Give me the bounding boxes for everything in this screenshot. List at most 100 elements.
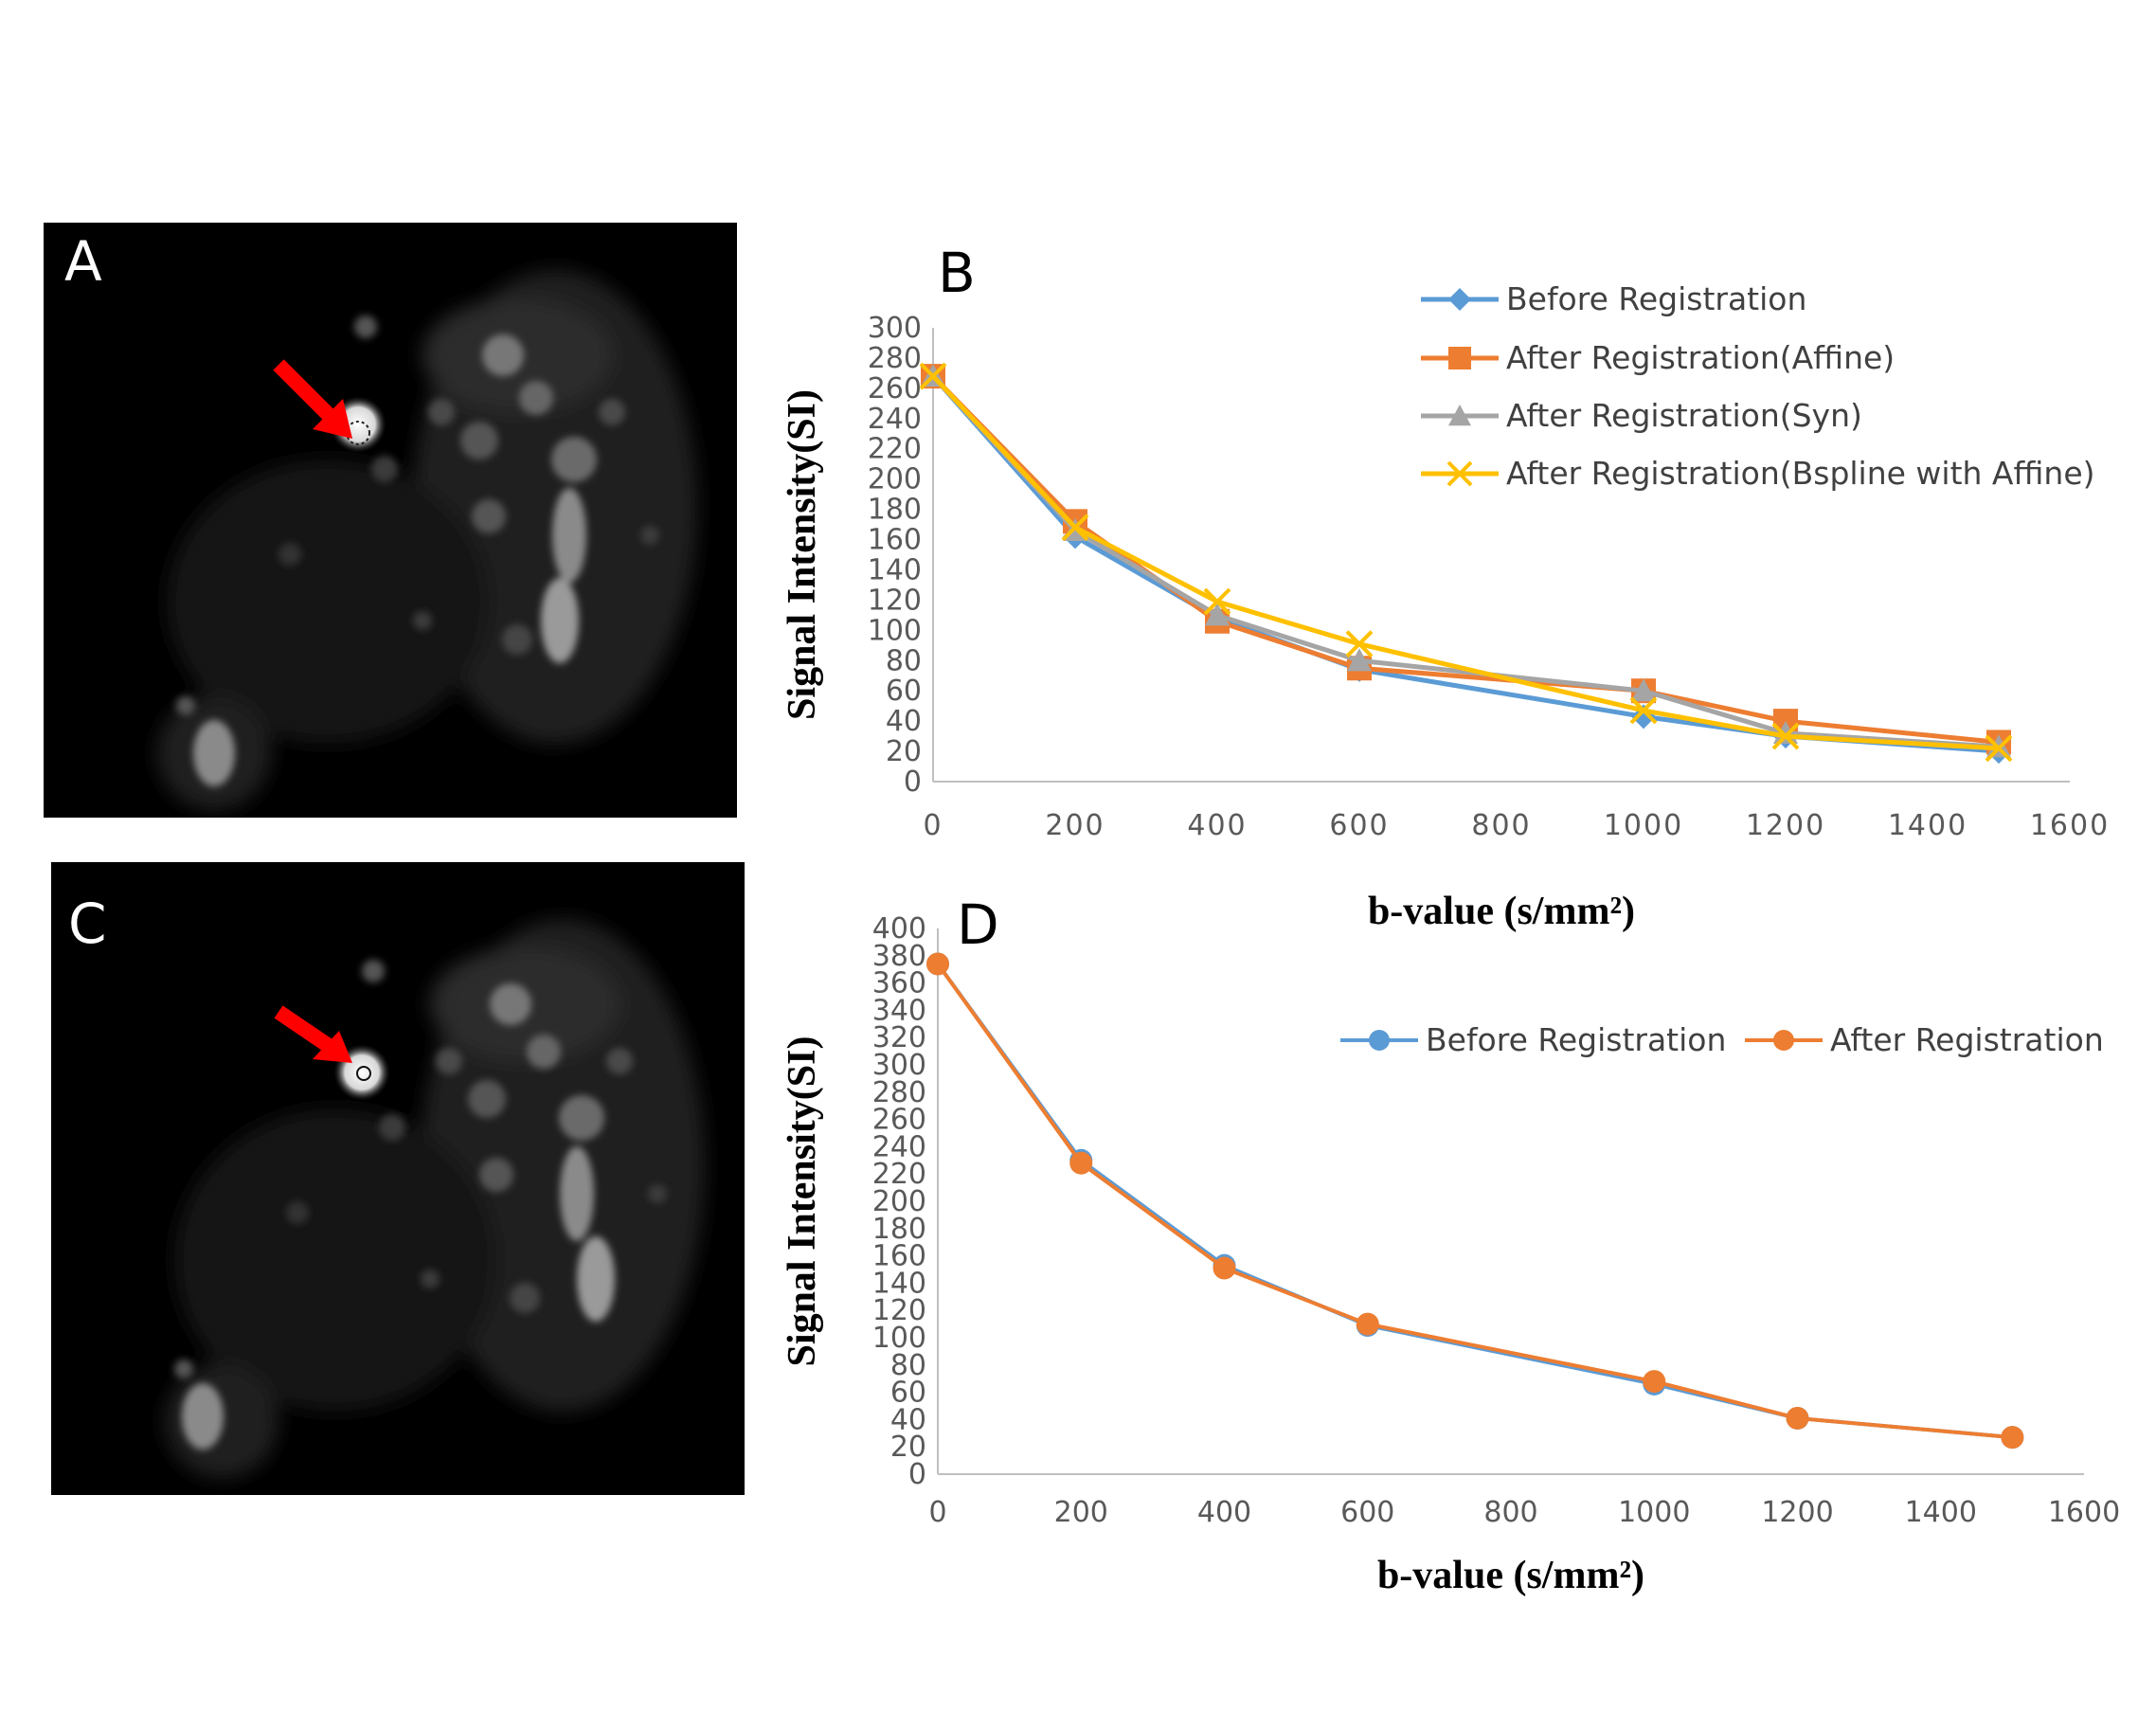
y-tick-label: 120 (872, 1294, 926, 1327)
data-point-s3 (921, 364, 945, 387)
roi-circle-c (356, 1066, 371, 1081)
x-tick-label: 1000 (1618, 1496, 1690, 1529)
data-point-s2 (926, 952, 949, 976)
mri-anatomy-c (165, 919, 705, 1478)
y-tick-label: 400 (872, 912, 926, 946)
data-point-s1 (1356, 1314, 1379, 1338)
data-point-s1 (1213, 1253, 1236, 1277)
legend-label: Before Registration (1506, 280, 1806, 317)
data-point-s3 (1773, 720, 1798, 744)
data-point-s1 (1347, 657, 1372, 682)
data-point-s4 (1985, 734, 2013, 763)
panel-label-b: B (938, 241, 976, 305)
y-tick-label: 240 (868, 403, 922, 436)
y-tick-label: 120 (868, 584, 922, 617)
panel-label-c: C (68, 892, 107, 956)
x-tick-label: 1000 (1604, 809, 1683, 842)
data-point-s4 (1203, 587, 1231, 616)
x-tick-label: 400 (1197, 1496, 1251, 1529)
legend-marker (1446, 460, 1473, 487)
x-tick-label: 1200 (1746, 809, 1825, 842)
mri-anatomy-a (157, 270, 697, 810)
red-arrow-c (274, 1005, 352, 1063)
panel-label-a: A (64, 229, 102, 294)
y-tick-label: 280 (872, 1076, 926, 1109)
data-point-s1 (1205, 605, 1230, 631)
legend-label: After Registration(Affine) (1506, 339, 1895, 376)
legend-marker (1369, 1030, 1390, 1051)
x-tick-label: 800 (1471, 809, 1531, 842)
y-tick-label: 260 (872, 1104, 926, 1137)
data-point-s2 (1063, 509, 1087, 534)
y-tick-label: 40 (886, 705, 922, 738)
y-tick-label: 0 (908, 1458, 926, 1491)
data-point-s3 (1631, 678, 1656, 702)
data-point-s2 (1356, 1312, 1379, 1336)
y-tick-label: 200 (868, 463, 922, 496)
y-tick-label: 60 (890, 1377, 926, 1410)
y-tick-label: 160 (872, 1240, 926, 1273)
y-tick-label: 260 (868, 372, 922, 405)
data-point-s2 (1643, 1370, 1666, 1394)
x-tick-label: 1600 (2048, 1496, 2120, 1529)
data-point-s3 (1986, 734, 2011, 758)
data-point-s2 (1205, 608, 1230, 634)
mri-image-a: A (44, 223, 737, 818)
data-point-s1 (1643, 1372, 1666, 1396)
y-tick-label: 80 (890, 1349, 926, 1382)
data-point-s1 (921, 364, 945, 389)
data-point-s3 (1063, 517, 1087, 542)
data-point-s3 (1205, 603, 1230, 626)
y-tick-label: 220 (872, 1158, 926, 1191)
data-point-s2 (2001, 1426, 2024, 1450)
series-line-1 (931, 374, 2000, 754)
y-tick-label: 80 (886, 644, 922, 677)
y-axis-title: Signal Intensity(SI) (781, 1036, 824, 1367)
y-tick-label: 180 (872, 1213, 926, 1246)
x-tick-label: 200 (1054, 1496, 1108, 1529)
data-point-s1 (1631, 704, 1656, 729)
y-tick-label: 20 (886, 735, 922, 768)
y-tick-label: 180 (868, 494, 922, 527)
y-tick-label: 360 (872, 967, 926, 1000)
y-tick-label: 160 (868, 524, 922, 557)
y-tick-label: 60 (886, 675, 922, 708)
y-tick-label: 0 (904, 765, 922, 799)
x-tick-label: 0 (928, 1496, 946, 1529)
x-tick-label: 0 (923, 809, 943, 842)
x-tick-label: 400 (1187, 809, 1247, 842)
x-axis-title: b-value (s/mm²) (1377, 1554, 1644, 1597)
data-point-s4 (919, 362, 947, 390)
y-tick-label: 140 (868, 553, 922, 586)
x-tick-label: 200 (1045, 809, 1105, 842)
legend-label: Before Registration (1426, 1021, 1726, 1058)
data-point-s1 (1063, 524, 1087, 549)
data-point-s2 (921, 364, 945, 389)
legend-marker (1773, 1030, 1794, 1051)
data-point-s2 (1069, 1151, 1093, 1175)
legend-marker (1448, 405, 1471, 426)
x-tick-label: 800 (1483, 1496, 1537, 1529)
data-point-s2 (1773, 709, 1798, 734)
data-point-s4 (1629, 696, 1658, 725)
data-point-s2 (1347, 656, 1372, 681)
legend-label: After Registration (1830, 1021, 2104, 1058)
series-line-1 (936, 963, 2013, 1440)
data-point-s3 (1347, 648, 1372, 672)
series-line-4 (931, 374, 2000, 751)
x-tick-label: 1400 (1905, 1496, 1977, 1529)
x-tick-label: 600 (1340, 1496, 1394, 1529)
x-tick-label: 1200 (1761, 1496, 1833, 1529)
data-point-s1 (1986, 739, 2011, 765)
legend-label: After Registration(Syn) (1506, 397, 1862, 434)
x-tick-label: 600 (1329, 809, 1389, 842)
legend-marker (1448, 288, 1471, 311)
data-point-s1 (1786, 1406, 1809, 1430)
y-tick-label: 140 (872, 1267, 926, 1300)
data-point-s1 (2001, 1426, 2024, 1450)
mri-image-c: C (51, 862, 745, 1495)
y-tick-label: 240 (872, 1130, 926, 1163)
data-point-s1 (1069, 1148, 1093, 1172)
y-tick-label: 300 (872, 1049, 926, 1082)
y-axis-title: Signal Intensity(SI) (781, 389, 824, 720)
